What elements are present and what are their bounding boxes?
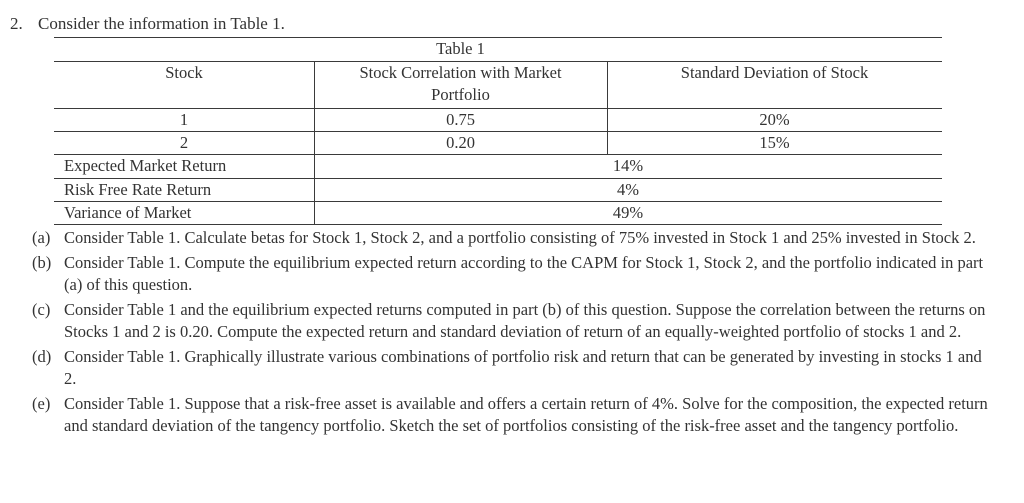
- table-rule-row2: [54, 154, 942, 155]
- row2-correlation: 0.20: [446, 133, 475, 152]
- risk-free-rate-label: Risk Free Rate Return: [64, 180, 212, 199]
- table-col-divider-1: [314, 61, 315, 225]
- part-b-label: (b): [32, 252, 52, 272]
- header-std-dev: Standard Deviation of Stock: [680, 63, 869, 82]
- part-c: (c) Consider Table 1 and the equilibrium…: [32, 299, 992, 344]
- table-rule-row1: [54, 131, 942, 132]
- part-d: (d) Consider Table 1. Graphically illust…: [32, 346, 992, 391]
- risk-free-rate-value: 4%: [617, 180, 639, 199]
- part-c-text: Consider Table 1 and the equilibrium exp…: [64, 299, 986, 342]
- part-d-text: Consider Table 1. Graphically illustrate…: [64, 346, 982, 389]
- table-col-divider-2: [607, 61, 608, 155]
- header-stock: Stock: [165, 63, 203, 82]
- table-rule-row4: [54, 201, 942, 202]
- variance-of-market-label: Variance of Market: [64, 203, 192, 222]
- part-c-label: (c): [32, 299, 51, 319]
- table-1: Table 1 Stock Stock Correlation with Mar…: [54, 36, 942, 226]
- table-title: Table 1: [436, 39, 485, 58]
- expected-market-return-value: 14%: [612, 156, 644, 175]
- row2-stock: 2: [179, 133, 189, 152]
- table-rule-row3: [54, 178, 942, 179]
- part-a: (a) Consider Table 1. Calculate betas fo…: [32, 227, 992, 250]
- question-parts: (a) Consider Table 1. Calculate betas fo…: [32, 227, 992, 440]
- part-b: (b) Consider Table 1. Compute the equili…: [32, 252, 992, 297]
- part-e: (e) Consider Table 1. Suppose that a ris…: [32, 393, 992, 438]
- expected-market-return-label: Expected Market Return: [64, 156, 227, 175]
- table-rule-bottom: [54, 224, 942, 225]
- part-e-label: (e): [32, 393, 51, 413]
- part-a-text: Consider Table 1. Calculate betas for St…: [64, 228, 976, 247]
- row1-std-dev: 20%: [759, 110, 790, 129]
- header-correlation-line1: Stock Correlation with Market: [359, 63, 562, 82]
- row2-std-dev: 15%: [759, 133, 790, 152]
- part-e-text: Consider Table 1. Suppose that a risk-fr…: [64, 393, 988, 436]
- question-intro: Consider the information in Table 1.: [38, 14, 285, 33]
- part-b-text: Consider Table 1. Compute the equilibriu…: [64, 252, 984, 295]
- header-correlation-line2: Portfolio: [431, 85, 490, 104]
- question-number: 2.: [10, 14, 23, 33]
- part-d-label: (d): [32, 346, 52, 366]
- question-heading: 2. Consider the information in Table 1.: [10, 14, 285, 34]
- table-rule-header: [54, 108, 942, 109]
- row1-correlation: 0.75: [446, 110, 475, 129]
- variance-of-market-value: 49%: [612, 203, 644, 222]
- row1-stock: 1: [179, 110, 189, 129]
- table-rule-top: [54, 37, 942, 38]
- part-a-label: (a): [32, 228, 51, 247]
- table-rule-title: [54, 61, 942, 62]
